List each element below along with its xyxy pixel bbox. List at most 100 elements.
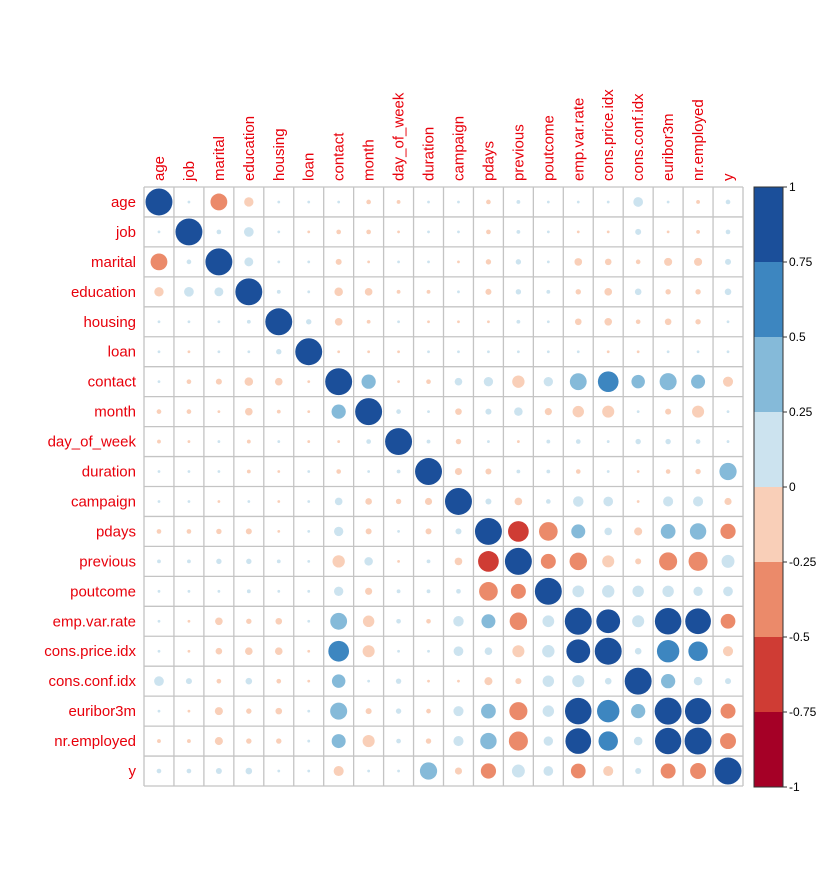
corr-circle-poutcome-loan	[307, 589, 311, 593]
corr-circle-age-cons-price-idx	[606, 200, 610, 204]
corr-circle-nr-employed-age	[157, 739, 161, 743]
corr-circle-poutcome-cons-conf-idx	[632, 585, 644, 598]
corr-circle-poutcome-nr-employed	[693, 586, 703, 597]
corr-circle-poutcome-euribor3m	[662, 585, 674, 598]
colorbar-tick-label: 0.25	[789, 405, 813, 419]
row-label-euribor3m: euribor3m	[68, 703, 136, 720]
corr-circle-duration-cons-conf-idx	[636, 470, 640, 473]
colorbar-segment	[754, 337, 783, 413]
row-label-age: age	[111, 194, 136, 211]
corr-circle-cons-conf-idx-duration	[427, 679, 430, 683]
corr-circle-job-previous	[516, 230, 521, 234]
corr-circle-pdays-month	[365, 528, 372, 535]
corr-circle-poutcome-emp-var-rate	[572, 585, 585, 598]
corr-circle-contact-education	[244, 377, 254, 386]
corr-circle-cons-price-idx-campaign	[453, 646, 464, 657]
corr-circle-day-of-week-y	[726, 440, 730, 443]
corr-circle-duration-housing	[277, 470, 281, 473]
corr-circle-cons-price-idx-nr-employed	[688, 641, 708, 661]
corr-circle-loan-emp-var-rate	[576, 350, 580, 354]
corr-circle-poutcome-education	[246, 589, 251, 594]
corr-circle-pdays-age	[156, 529, 162, 534]
corr-circle-euribor3m-duration	[426, 708, 431, 714]
corr-circle-emp-var-rate-campaign	[453, 616, 464, 627]
colorbar-segment	[754, 487, 783, 563]
corr-circle-nr-employed-education	[246, 738, 252, 744]
corr-circle-education-loan	[307, 290, 311, 294]
corr-circle-housing-nr-employed	[695, 319, 701, 325]
corr-circle-loan-education	[247, 350, 251, 354]
corr-circle-housing-day-of-week	[397, 320, 400, 324]
corr-circle-euribor3m-day-of-week	[395, 708, 402, 714]
corr-circle-euribor3m-previous	[509, 702, 528, 721]
corr-circle-emp-var-rate-marital	[215, 617, 223, 626]
corr-circle-poutcome-previous	[510, 583, 526, 599]
corr-circle-y-loan	[307, 769, 311, 773]
corr-circle-age-pdays	[486, 199, 491, 205]
col-label-job: job	[181, 161, 198, 182]
corr-circle-contact-contact	[325, 368, 353, 396]
corr-circle-contact-cons-conf-idx	[631, 374, 645, 389]
corr-circle-euribor3m-contact	[330, 702, 348, 720]
corr-circle-previous-y	[721, 554, 735, 568]
row-label-cons-conf-idx: cons.conf.idx	[48, 673, 136, 690]
corr-circle-education-contact	[334, 287, 343, 297]
corr-circle-month-previous	[514, 407, 523, 416]
corr-circle-poutcome-job	[187, 589, 191, 593]
corr-circle-emp-var-rate-housing	[275, 617, 283, 625]
corr-circle-euribor3m-y	[720, 703, 736, 719]
corr-circle-cons-price-idx-loan	[307, 649, 311, 653]
corr-circle-pdays-cons-conf-idx	[634, 527, 643, 536]
corr-circle-marital-cons-conf-idx	[635, 259, 641, 265]
corr-circle-age-previous	[516, 200, 521, 204]
corr-circle-previous-month	[364, 557, 373, 566]
corr-circle-campaign-cons-conf-idx	[636, 500, 640, 503]
corr-circle-pdays-cons-price-idx	[604, 527, 613, 536]
corr-circle-campaign-education	[247, 500, 251, 503]
corr-circle-cons-price-idx-age	[157, 649, 161, 653]
corr-circle-emp-var-rate-previous	[509, 612, 528, 631]
corr-circle-day-of-week-cons-price-idx	[606, 440, 610, 443]
corr-circle-emp-var-rate-pdays	[481, 614, 496, 629]
corr-circle-loan-day-of-week	[397, 350, 400, 354]
corr-circle-job-y	[725, 229, 731, 235]
corr-circle-y-cons-price-idx	[603, 765, 614, 777]
corr-circle-poutcome-month	[365, 587, 373, 595]
corr-circle-housing-emp-var-rate	[574, 318, 582, 326]
corr-circle-marital-education	[244, 257, 254, 267]
corr-circle-euribor3m-cons-price-idx	[597, 699, 620, 723]
corr-circle-cons-conf-idx-pdays	[484, 677, 493, 686]
col-label-housing: housing	[271, 128, 288, 181]
corr-circle-cons-conf-idx-contact	[331, 674, 346, 688]
corr-circle-contact-marital	[215, 378, 222, 385]
corr-circle-cons-conf-idx-housing	[276, 678, 282, 684]
corr-circle-campaign-loan	[307, 500, 311, 503]
corr-circle-loan-cons-conf-idx	[636, 350, 640, 354]
corr-circle-cons-conf-idx-emp-var-rate	[572, 675, 585, 688]
corr-circle-age-duration	[427, 200, 430, 204]
corr-circle-housing-job	[187, 320, 191, 324]
corr-circle-age-poutcome	[546, 200, 550, 204]
colorbar-tick-label: 0.75	[789, 255, 813, 269]
corr-circle-duration-job	[187, 470, 191, 473]
corr-circle-previous-poutcome	[540, 553, 556, 569]
corr-circle-euribor3m-euribor3m	[654, 697, 682, 725]
corr-circle-nr-employed-cons-conf-idx	[633, 736, 643, 746]
corr-circle-poutcome-housing	[277, 589, 281, 593]
corr-circle-contact-campaign	[454, 377, 463, 386]
colorbar-tick-label: -0.25	[789, 555, 817, 569]
corr-circle-housing-pdays	[487, 320, 490, 324]
colorbar-segment	[754, 637, 783, 713]
corr-circle-job-month	[366, 229, 371, 235]
corr-circle-loan-age	[157, 350, 161, 354]
corr-circle-previous-marital	[216, 558, 222, 565]
corr-circle-marital-loan	[307, 260, 311, 264]
corr-circle-day-of-week-age	[157, 439, 161, 444]
corr-circle-month-education	[245, 407, 253, 416]
corr-circle-housing-education	[246, 319, 251, 324]
corr-circle-contact-euribor3m	[659, 373, 677, 391]
corr-circle-education-cons-conf-idx	[634, 288, 642, 296]
corr-circle-job-cons-price-idx	[606, 230, 610, 234]
corr-circle-nr-employed-emp-var-rate	[565, 728, 592, 754]
corr-circle-housing-duration	[427, 320, 430, 324]
